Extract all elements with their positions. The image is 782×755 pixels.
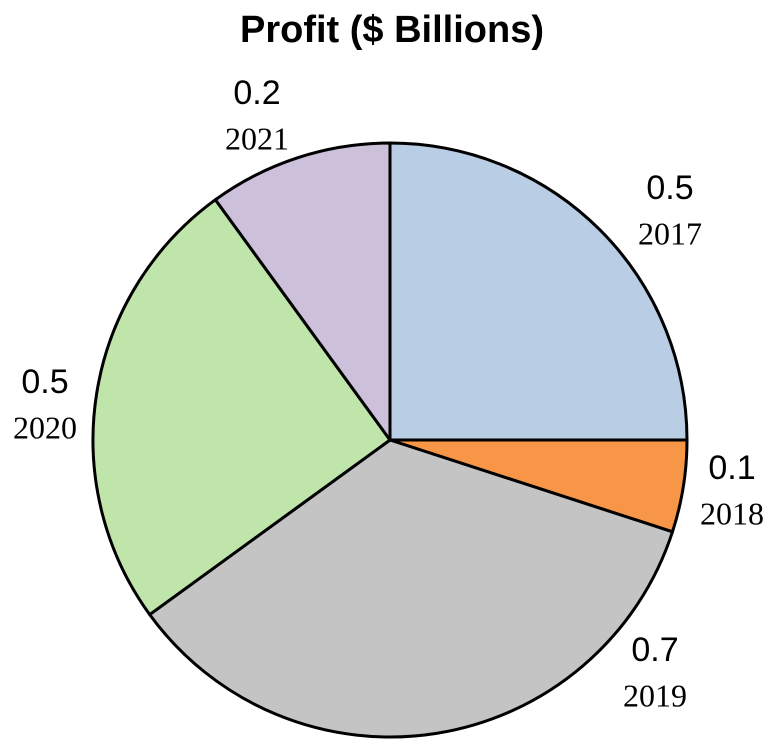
value-label: 0.2 xyxy=(233,74,280,112)
pie-slice xyxy=(91,198,392,617)
category-label: 2021 xyxy=(225,120,289,156)
category-label: 2020 xyxy=(13,409,77,445)
category-label: 2019 xyxy=(623,677,687,713)
value-label: 0.7 xyxy=(631,631,678,669)
category-label: 2018 xyxy=(700,495,764,531)
value-label: 0.1 xyxy=(708,449,755,487)
chart-title: Profit ($ Billions) xyxy=(240,9,544,51)
pie-slice xyxy=(148,438,674,739)
value-label: 0.5 xyxy=(21,363,68,401)
category-label: 2017 xyxy=(638,215,702,251)
pie-slice xyxy=(213,141,392,442)
value-label: 0.5 xyxy=(646,169,693,207)
pie-slice xyxy=(388,141,689,442)
